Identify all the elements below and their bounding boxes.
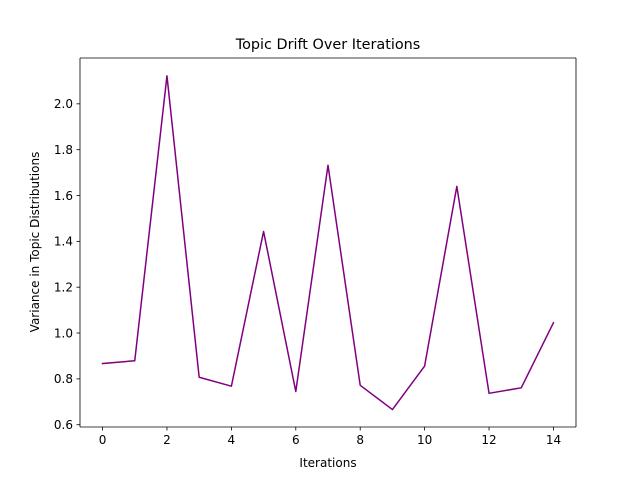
plot-area: 0 2 4 6 8 10 12 14 0.6 0.8 1.0 1.2 1.4 1.6 1.8 2.0 <box>54 57 577 447</box>
x-tick-label: 10 <box>417 433 432 447</box>
y-tick-label: 1.4 <box>54 235 73 249</box>
series-line-0 <box>101 75 555 411</box>
x-tick-label: 14 <box>546 433 561 447</box>
x-tick-label: 4 <box>228 433 236 447</box>
x-tick-label: 2 <box>163 433 171 447</box>
y-tick-label: 1.8 <box>54 143 73 157</box>
y-tick-label: 1.0 <box>54 326 73 340</box>
y-tick-label: 2.0 <box>54 97 73 111</box>
x-tick-label: 8 <box>356 433 364 447</box>
y-tick-label: 1.2 <box>54 280 73 294</box>
y-tick-label: 1.6 <box>54 189 73 203</box>
y-tick-label: 0.6 <box>54 418 73 432</box>
y-tick-label: 0.8 <box>54 372 73 386</box>
x-tick-label: 0 <box>99 433 107 447</box>
chart-title: Topic Drift Over Iterations <box>235 37 421 53</box>
x-tick-label: 6 <box>292 433 300 447</box>
y-axis-label: Variance in Topic Distributions <box>28 152 42 333</box>
x-tick-label: 12 <box>481 433 496 447</box>
x-axis-label: Iterations <box>299 456 356 470</box>
